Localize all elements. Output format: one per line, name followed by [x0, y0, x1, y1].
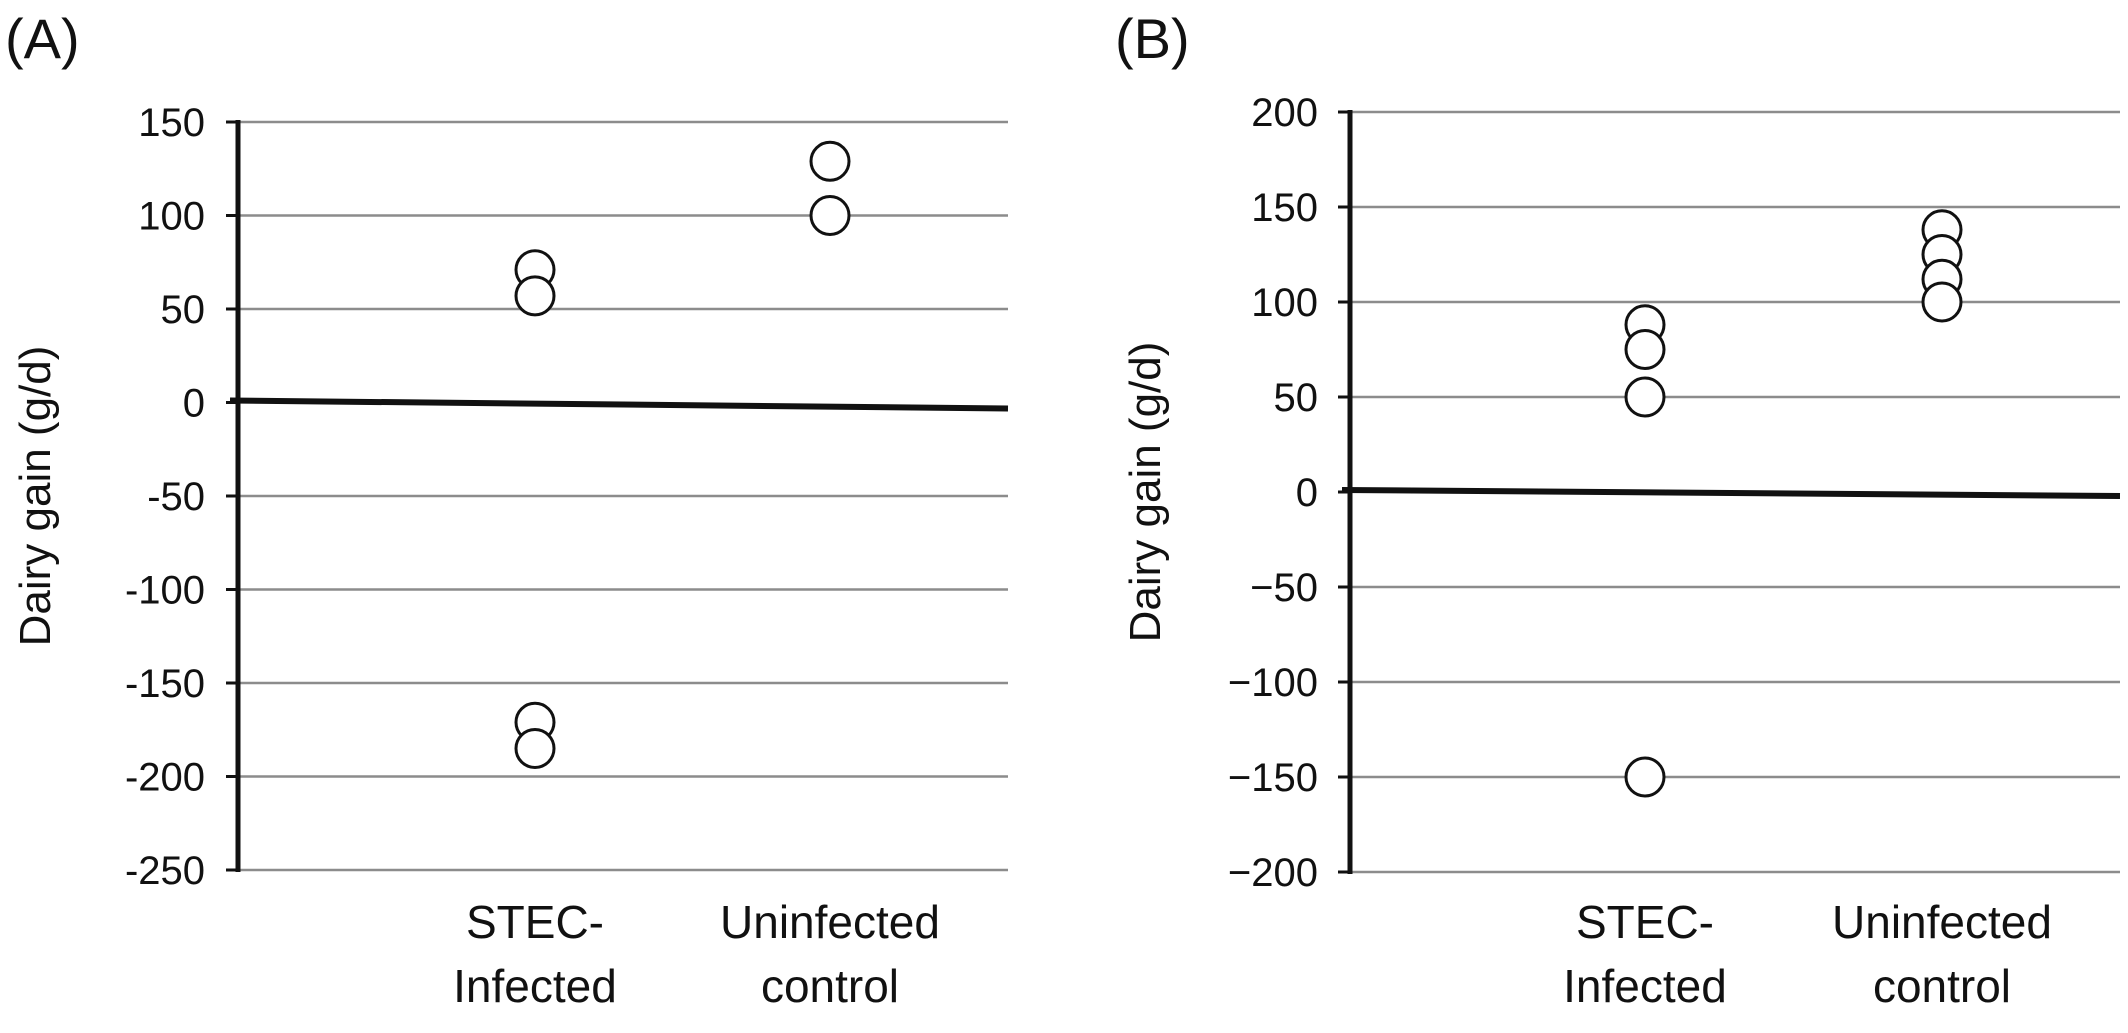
x-category-label: Infected: [1563, 960, 1727, 1012]
chart-panel-1: (B) 200 150 100 50 0 −50 −100 −150 −200 Dairy gain…: [1115, 7, 2121, 1012]
x-category-label: control: [1873, 960, 2011, 1012]
data-point: [514, 275, 556, 317]
data-point: [1624, 756, 1666, 798]
y-tick-label: −100: [1228, 661, 1318, 705]
y-tick-label: 0: [1296, 471, 1318, 515]
y-tick-label: 50: [1274, 376, 1319, 420]
y-tick-label: −200: [1228, 851, 1318, 895]
x-category-label: control: [761, 960, 899, 1012]
y-tick-label: 100: [138, 195, 205, 239]
y-tick-label: −150: [1228, 756, 1318, 800]
y-tick-label: -50: [147, 475, 205, 519]
y-tick-label: -150: [125, 662, 205, 706]
y-tick-label: -250: [125, 849, 205, 893]
x-category-label: Uninfected: [1832, 896, 2052, 948]
y-tick-label: -100: [125, 569, 205, 613]
y-tick-label: 100: [1251, 281, 1318, 325]
y-axis-title: Dairy gain (g/d): [1121, 342, 1170, 643]
chart-panel-0: (A) 150 100 50 0 -50 -100 -150 -200 -250 Dairy gai…: [5, 7, 1009, 1012]
zero-line: [229, 397, 1009, 412]
x-category-label: STEC-: [466, 896, 604, 948]
data-point: [1921, 281, 1963, 323]
y-tick-label: 50: [161, 288, 206, 332]
x-category-label: Uninfected: [720, 896, 940, 948]
y-tick-label: -200: [125, 756, 205, 800]
zero-line: [1341, 487, 2121, 499]
y-tick-label: 0: [183, 382, 205, 426]
panel-label: (B): [1115, 7, 1190, 70]
data-point: [1624, 329, 1666, 370]
y-tick-label: 200: [1251, 91, 1318, 135]
data-point: [514, 727, 556, 769]
y-tick-label: 150: [1251, 186, 1318, 230]
data-point: [809, 140, 851, 182]
x-category-label: Infected: [453, 960, 617, 1012]
y-axis-title: Dairy gain (g/d): [11, 346, 60, 647]
data-point: [809, 195, 851, 236]
panel-label: (A): [5, 7, 80, 70]
x-category-label: STEC-: [1576, 896, 1714, 948]
y-tick-label: −50: [1250, 566, 1318, 610]
y-tick-label: 150: [138, 101, 205, 145]
data-point: [1624, 376, 1666, 418]
